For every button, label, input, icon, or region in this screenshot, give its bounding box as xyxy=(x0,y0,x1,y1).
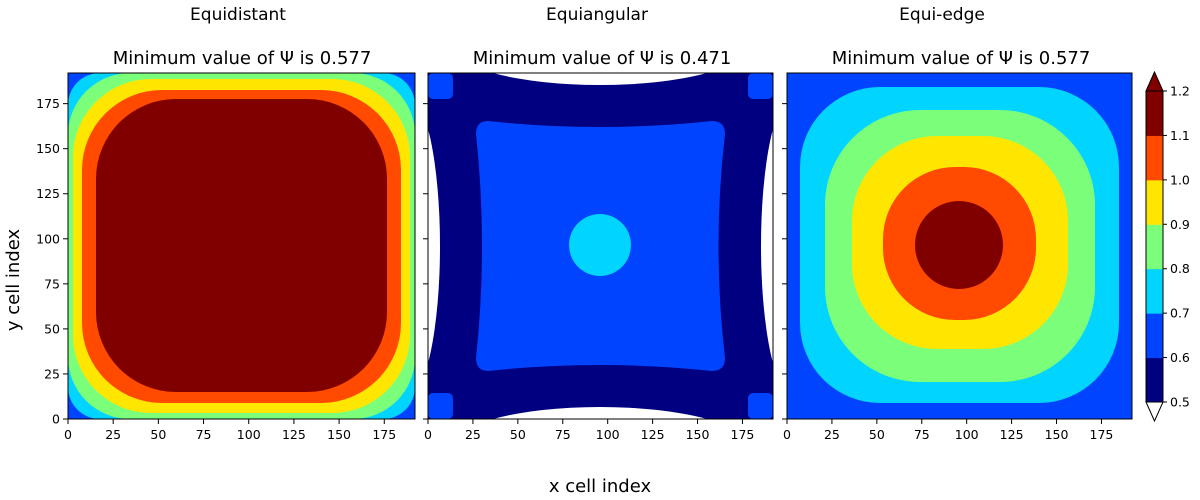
colorbar: 0.5 0.6 0.7 0.8 0.9 1.0 1.1 1.2 xyxy=(1145,70,1190,423)
panel-a-title: Minimum value of Ψ is 0.577 xyxy=(113,48,372,69)
colorbar-tick-label: 1.0 xyxy=(1170,172,1190,187)
panel-equiangular xyxy=(428,73,773,419)
equiangular-lens-top xyxy=(492,73,708,85)
x-tick-label: 175 xyxy=(372,427,396,442)
x-tick-label: 0 xyxy=(783,427,791,442)
equiangular-lens-right xyxy=(761,128,773,364)
colorbar-segment xyxy=(1146,313,1163,359)
axes-frame-b xyxy=(427,72,774,420)
axes-frame-c xyxy=(786,72,1133,420)
colorbar-segment xyxy=(1146,224,1163,270)
x-tick-label: 50 xyxy=(510,427,526,442)
panel-equi-edge xyxy=(787,73,1132,419)
x-axis-label: x cell index xyxy=(549,476,652,497)
y-tick-label: 75 xyxy=(44,276,60,291)
colorbar-segment xyxy=(1146,179,1163,225)
y-tick-label: 100 xyxy=(36,231,60,246)
x-tick-label: 125 xyxy=(282,427,306,442)
panel-c-title: Minimum value of Ψ is 0.577 xyxy=(832,48,1091,69)
x-tick-label: 75 xyxy=(555,427,571,442)
panel-c-name: Equi-edge xyxy=(899,5,985,25)
colorbar-tick-label: 0.7 xyxy=(1170,306,1190,321)
x-tick-label: 50 xyxy=(869,427,885,442)
x-tick-label: 75 xyxy=(196,427,212,442)
y-tick-label: 50 xyxy=(44,321,60,336)
colorbar-tick-label: 0.9 xyxy=(1170,217,1190,232)
x-tick-label: 25 xyxy=(105,427,121,442)
colorbar-over-extension xyxy=(1145,70,1164,92)
equiangular-corner-tr xyxy=(748,73,773,99)
x-tick-label: 125 xyxy=(641,427,665,442)
y-tick-label: 150 xyxy=(36,141,60,156)
colorbar-tick-label: 1.1 xyxy=(1170,128,1190,143)
colorbar-segment xyxy=(1146,357,1163,403)
axes-frame-a xyxy=(67,72,416,420)
x-tick-label: 0 xyxy=(64,427,72,442)
colorbar-tick-label: 0.8 xyxy=(1170,261,1190,276)
colorbar-frame xyxy=(1145,90,1164,403)
equiangular-corner-br xyxy=(748,393,773,419)
equiangular-lens-bottom xyxy=(492,407,708,419)
x-tick-label: 175 xyxy=(1090,427,1114,442)
equidistant-band-1.1 xyxy=(96,99,387,392)
y-axis-ticks-b xyxy=(423,103,428,420)
panel-b-name: Equiangular xyxy=(546,5,648,25)
x-tick-label: 125 xyxy=(1000,427,1024,442)
panel-b-title: Minimum value of Ψ is 0.471 xyxy=(473,48,732,69)
x-tick-label: 0 xyxy=(424,427,432,442)
y-tick-label: 25 xyxy=(44,366,60,381)
x-tick-label: 150 xyxy=(1045,427,1069,442)
y-axis-label: y cell index xyxy=(3,229,24,332)
equiangular-corner-tl xyxy=(428,73,453,99)
colorbar-tick-label: 0.5 xyxy=(1170,395,1190,410)
x-tick-label: 100 xyxy=(237,427,261,442)
y-tick-label: 125 xyxy=(36,186,60,201)
x-tick-label: 100 xyxy=(955,427,979,442)
y-tick-label: 0 xyxy=(52,412,60,427)
y-axis-ticks-c xyxy=(782,103,787,420)
x-axis-ticks-a: 0 25 50 75 100 125 150 175 xyxy=(64,419,396,442)
x-axis-ticks-b: 0 25 50 75 100 125 150 175 xyxy=(424,419,754,442)
x-tick-label: 50 xyxy=(150,427,166,442)
equiangular-lens-left xyxy=(428,128,440,364)
x-tick-label: 150 xyxy=(686,427,710,442)
equi-edge-band-1.1 xyxy=(915,201,1003,289)
x-tick-label: 75 xyxy=(914,427,930,442)
colorbar-segment xyxy=(1146,135,1163,181)
panel-a-name: Equidistant xyxy=(190,5,286,25)
y-axis-ticks-a: 0 25 50 75 100 125 150 175 xyxy=(36,96,68,427)
x-tick-label: 175 xyxy=(731,427,755,442)
x-tick-label: 25 xyxy=(465,427,481,442)
colorbar-segment xyxy=(1146,91,1163,136)
colorbar-under-extension xyxy=(1145,401,1164,423)
y-tick-label: 175 xyxy=(36,96,60,111)
panel-equidistant xyxy=(68,73,415,419)
x-tick-label: 25 xyxy=(824,427,840,442)
colorbar-segment xyxy=(1146,268,1163,314)
x-tick-label: 150 xyxy=(327,427,351,442)
x-tick-label: 100 xyxy=(596,427,620,442)
x-axis-ticks-c: 0 25 50 75 100 125 150 175 xyxy=(783,419,1113,442)
colorbar-tick-label: 0.6 xyxy=(1170,350,1190,365)
colorbar-tick-label: 1.2 xyxy=(1170,84,1190,99)
equiangular-band-0.7 xyxy=(569,214,631,276)
equiangular-corner-bl xyxy=(428,393,453,419)
